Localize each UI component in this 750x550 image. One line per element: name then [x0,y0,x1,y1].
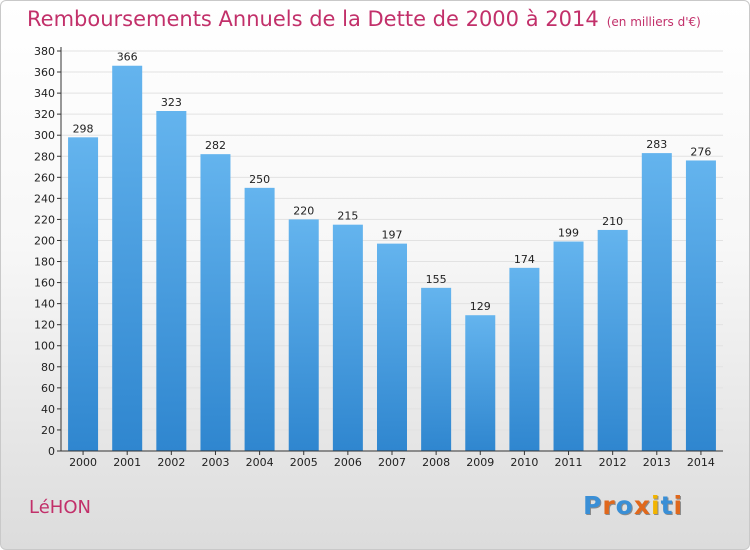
y-tick-label: 300 [34,129,55,142]
data-label: 210 [602,215,623,228]
y-tick-label: 60 [41,382,55,395]
x-tick-label: 2001 [113,456,141,469]
y-tick-label: 100 [34,340,55,353]
logo-letter: P [583,491,603,520]
bar [465,315,496,451]
data-label: 298 [73,122,94,135]
y-tick-label: 80 [41,361,55,374]
bar [244,187,275,451]
x-tick-label: 2011 [555,456,583,469]
y-tick-label: 120 [34,319,55,332]
logo-letter: i [651,491,661,520]
x-tick-label: 2003 [201,456,229,469]
bar [509,267,540,451]
unit-label: (en milliers d'€) [606,15,701,29]
data-label: 282 [205,139,226,152]
y-tick-label: 20 [41,424,55,437]
bar [685,160,716,451]
y-tick-label: 160 [34,277,55,290]
logo-letter: r [602,491,616,520]
bar [288,219,319,451]
data-label: 250 [249,173,270,186]
axes [57,47,723,455]
x-tick-label: 2005 [290,456,318,469]
chart-title: Remboursements Annuels de la Dette de 20… [27,7,701,31]
proxiti-logo: Proxiti [583,491,683,520]
y-tick-label: 380 [34,45,55,58]
bar [641,153,672,451]
y-tick-label: 200 [34,234,55,247]
bar [553,241,584,451]
y-tick-label: 280 [34,150,55,163]
y-tick-label: 40 [41,403,55,416]
x-tick-label: 2002 [157,456,185,469]
data-label: 366 [117,51,138,64]
bar [112,65,143,451]
logo-letter: o [615,491,634,520]
y-tick-label: 220 [34,213,55,226]
x-tick-label: 2007 [378,456,406,469]
labels: 0 20 40 60 80 100 120 140 160 180 200 220 240 260 280 3… [34,45,715,469]
commune-name: LéHON [29,497,91,518]
bars [68,65,716,451]
y-tick-label: 320 [34,108,55,121]
x-tick-label: 2008 [422,456,450,469]
data-label: 276 [690,145,711,158]
data-label: 155 [426,273,447,286]
title-text: Remboursements Annuels de la Dette de 20… [27,7,599,31]
bar [332,224,363,451]
y-tick-label: 340 [34,87,55,100]
data-label: 199 [558,227,579,240]
bar [200,154,231,451]
data-label: 323 [161,96,182,109]
bar [377,243,407,451]
data-label: 129 [470,300,491,313]
x-tick-label: 2006 [334,456,362,469]
y-tick-label: 180 [34,256,55,269]
y-tick-label: 360 [34,66,55,79]
data-label: 283 [646,138,667,151]
data-label: 220 [293,204,314,217]
x-tick-label: 2014 [687,456,715,469]
x-tick-label: 2000 [69,456,97,469]
y-tick-label: 260 [34,171,55,184]
x-tick-label: 2013 [643,456,671,469]
logo-letter: x [633,491,651,520]
y-tick-label: 0 [48,445,55,458]
data-label: 174 [514,253,535,266]
bar [68,137,99,451]
data-label: 197 [382,229,403,242]
x-tick-label: 2012 [599,456,627,469]
data-label: 215 [337,210,358,223]
x-tick-label: 2004 [246,456,274,469]
bar [421,287,452,451]
logo-letter: t [660,491,674,520]
y-tick-label: 240 [34,192,55,205]
x-tick-label: 2010 [510,456,538,469]
bar [156,111,187,451]
logo-letter: i [673,491,684,520]
x-tick-label: 2009 [466,456,494,469]
bar [597,229,628,451]
y-tick-label: 140 [34,298,55,311]
